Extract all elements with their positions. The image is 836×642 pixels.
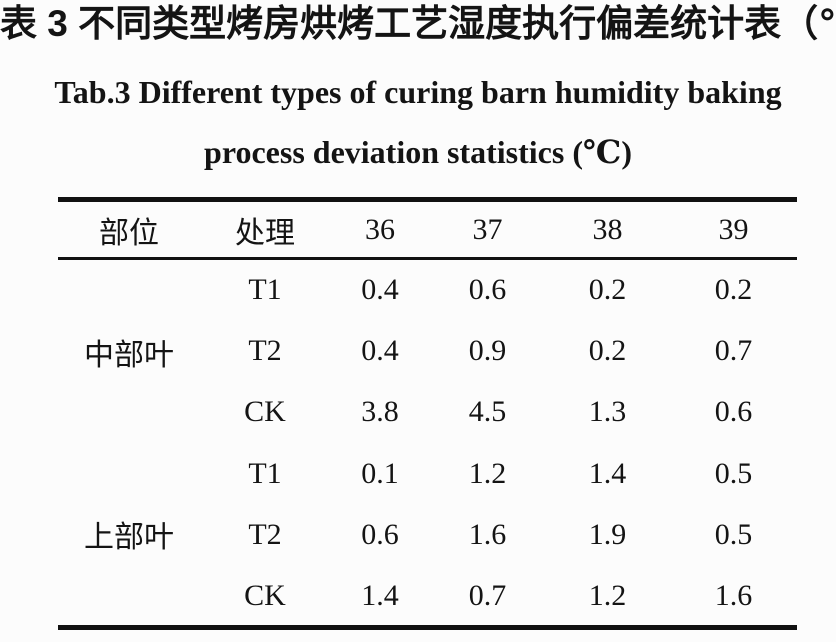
- treatment-cell: T1: [248, 456, 282, 490]
- col-header-treatment: 处理: [235, 216, 295, 250]
- table-row: T2 0.6 1.6 1.9 0.5: [58, 505, 797, 567]
- treatment-cell: CK: [244, 395, 286, 429]
- table-row: 中部叶 T1 0.4 0.6 0.2 0.2: [58, 259, 797, 372]
- position-cell: 上部叶: [84, 521, 174, 554]
- value-cell: 0.6: [714, 395, 753, 429]
- value-cell: 0.2: [588, 273, 627, 306]
- table-row: CK 3.8 4.5 1.3 0.6: [58, 382, 797, 444]
- treatment-cell: T2: [248, 333, 282, 367]
- value-cell: 4.5: [468, 395, 507, 429]
- value-cell: 0.9: [468, 333, 507, 367]
- col-header-position: 部位: [99, 216, 159, 250]
- value-cell: 1.2: [468, 456, 507, 490]
- value-cell: 0.5: [714, 456, 753, 490]
- value-cell: 0.4: [361, 333, 399, 367]
- treatment-cell: CK: [244, 578, 286, 612]
- value-cell: 0.1: [361, 456, 399, 490]
- table-title-chinese: 表 3 不同类型烤房烘烤工艺湿度执行偏差统计表（℃）: [0, 3, 836, 44]
- value-cell: 1.4: [588, 456, 627, 490]
- value-cell: 0.6: [361, 518, 399, 552]
- col-header-temp-38: 38: [592, 212, 623, 246]
- humidity-deviation-table: 部位 处理 36 37 38 39 中部叶 T1 0.4 0.6 0.2 0.2 T2 0.4…: [58, 197, 797, 630]
- col-header-temp-36: 36: [365, 212, 395, 246]
- treatment-cell: T2: [248, 518, 282, 552]
- value-cell: 0.6: [468, 273, 507, 306]
- value-cell: 0.2: [714, 273, 753, 306]
- col-header-temp-39: 39: [718, 212, 749, 246]
- table-row: T2 0.4 0.9 0.2 0.7: [58, 320, 797, 382]
- value-cell: 0.7: [714, 333, 753, 367]
- value-cell: 0.2: [588, 333, 627, 367]
- value-cell: 0.4: [361, 273, 399, 306]
- treatment-cell: T1: [248, 273, 282, 306]
- table-header-row: 部位 处理 36 37 38 39: [58, 200, 797, 259]
- value-cell: 1.6: [468, 518, 507, 552]
- value-cell: 1.4: [361, 578, 399, 612]
- value-cell: 1.6: [714, 578, 753, 612]
- value-cell: 0.5: [714, 518, 753, 552]
- table-row: CK 1.4 0.7 1.2 1.6: [58, 566, 797, 628]
- value-cell: 1.2: [588, 578, 627, 612]
- table-row: 上部叶 T1 0.1 1.2 1.4 0.5: [58, 443, 797, 554]
- value-cell: 1.9: [588, 518, 627, 552]
- value-cell: 0.7: [468, 578, 507, 612]
- value-cell: 1.3: [588, 395, 627, 429]
- col-header-temp-37: 37: [472, 212, 503, 246]
- table-title-english-line2: process deviation statistics (℃): [204, 134, 632, 170]
- table-title-english-line1: Tab.3 Different types of curing barn hum…: [54, 74, 782, 110]
- value-cell: 3.8: [361, 395, 399, 429]
- position-cell: 中部叶: [84, 338, 174, 372]
